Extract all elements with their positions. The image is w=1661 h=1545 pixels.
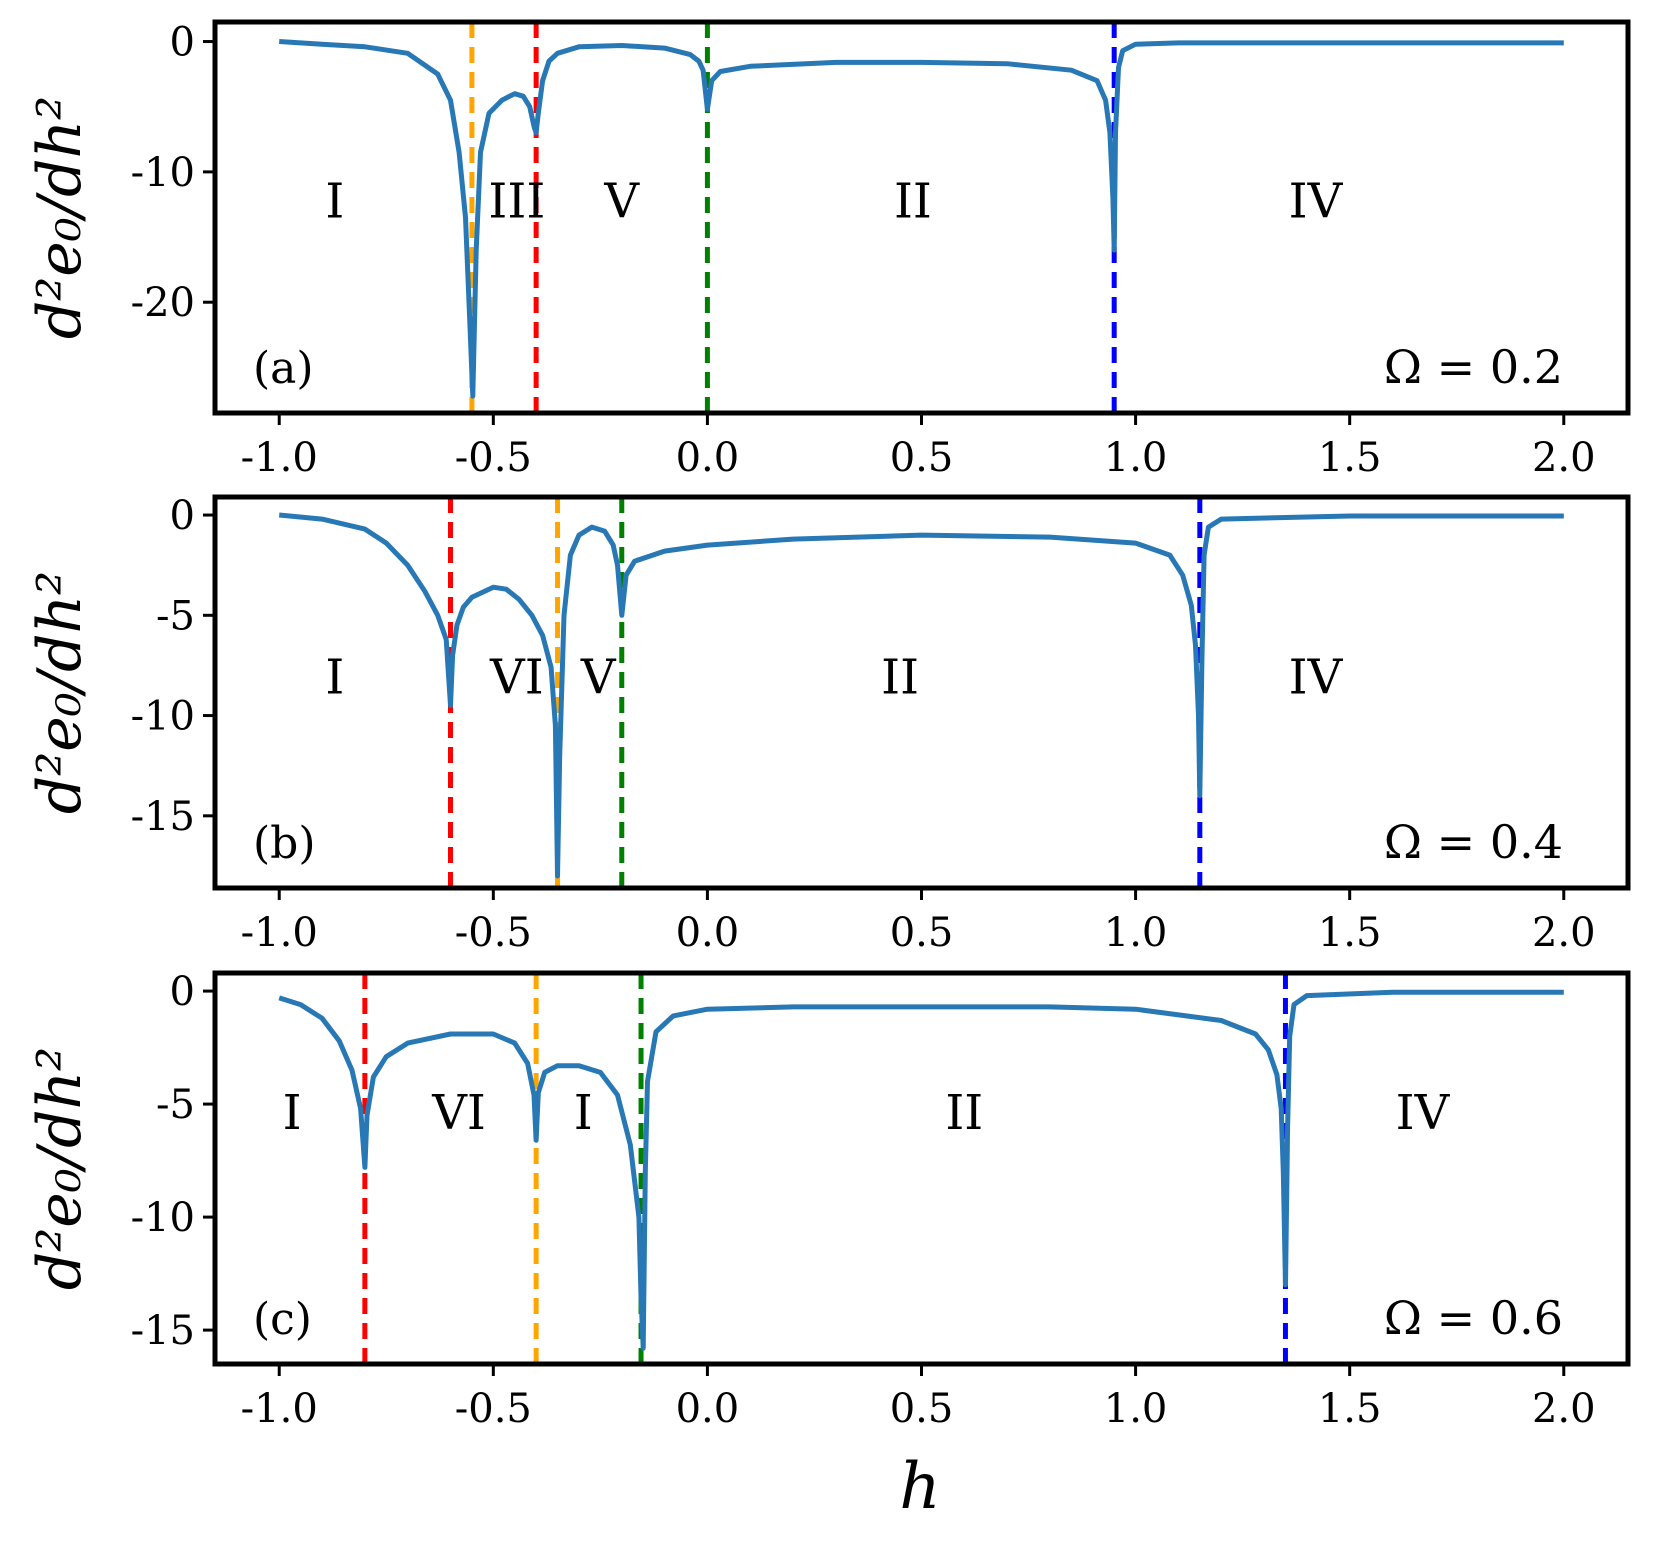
y-tick-label: -15	[131, 794, 195, 840]
y-tick-label: -15	[131, 1308, 195, 1354]
region-label: II	[945, 1085, 983, 1141]
region-label: I	[325, 650, 344, 706]
x-tick-label: -0.5	[455, 1386, 532, 1432]
x-tick-label: -0.5	[455, 910, 532, 956]
region-label: V	[603, 174, 640, 230]
region-label: II	[894, 174, 932, 230]
x-tick-label: -1.0	[241, 910, 318, 956]
x-tick-label: 0.5	[890, 1386, 954, 1432]
x-tick-label: 1.5	[1318, 1386, 1382, 1432]
region-label: I	[325, 174, 344, 230]
x-tick-label: 2.0	[1532, 435, 1596, 481]
x-tick-label: 1.5	[1318, 910, 1382, 956]
panel-a: -1.0 -0.5 0.0 0.5 1.0 1.5 2.00-10-20I III V II IV(…	[25, 19, 1631, 481]
region-label: IV	[1396, 1085, 1451, 1141]
y-tick-label: -5	[156, 593, 195, 639]
x-tick-label: 1.0	[1104, 1386, 1168, 1432]
x-tick-label: 0.0	[676, 1386, 740, 1432]
region-label: I	[574, 1085, 593, 1141]
panel-label: (c)	[253, 1294, 312, 1345]
y-tick-label: -5	[156, 1082, 195, 1128]
region-label: I	[283, 1085, 302, 1141]
y-tick-label: 0	[170, 969, 195, 1015]
y-tick-label: -10	[131, 150, 195, 196]
region-label: IV	[1289, 650, 1344, 706]
y-tick-label: -10	[131, 694, 195, 740]
x-tick-label: 0.5	[890, 435, 954, 481]
data-curve	[278, 512, 1564, 879]
region-label: VI	[489, 650, 544, 706]
x-tick-label: 0.5	[890, 910, 954, 956]
omega-annotation: Ω = 0.6	[1384, 1291, 1563, 1345]
y-tick-label: 0	[170, 20, 195, 66]
x-tick-label: -1.0	[241, 435, 318, 481]
x-tick-label: 1.5	[1318, 435, 1382, 481]
x-tick-label: 2.0	[1532, 910, 1596, 956]
y-axis-label: d²e₀/dh²	[25, 1047, 95, 1290]
omega-annotation: Ω = 0.4	[1384, 815, 1563, 869]
x-tick-label: -1.0	[241, 1386, 318, 1432]
x-tick-label: -0.5	[455, 435, 532, 481]
data-curve	[278, 989, 1564, 1351]
x-tick-label: 0.0	[676, 910, 740, 956]
x-axis-label: h	[899, 1450, 940, 1524]
region-label: III	[488, 174, 545, 230]
y-tick-label: 0	[170, 493, 195, 539]
region-label: II	[881, 650, 919, 706]
y-axis-label: d²e₀/dh²	[25, 571, 95, 814]
panel-b: -1.0 -0.5 0.0 0.5 1.0 1.5 2.00-5-10-15I VI V II IV…	[25, 493, 1631, 956]
y-tick-label: -20	[131, 280, 195, 326]
region-label: V	[580, 650, 617, 706]
y-axis-label: d²e₀/dh²	[25, 96, 95, 339]
region-label: IV	[1289, 174, 1344, 230]
panel-label: (b)	[253, 818, 316, 869]
x-tick-label: 0.0	[676, 435, 740, 481]
x-tick-label: 1.0	[1104, 910, 1168, 956]
y-tick-label: -10	[131, 1195, 195, 1241]
data-curve	[279, 39, 1564, 399]
omega-annotation: Ω = 0.2	[1384, 340, 1563, 394]
region-label: VI	[431, 1085, 486, 1141]
x-tick-label: 1.0	[1104, 435, 1168, 481]
panel-c: -1.0 -0.5 0.0 0.5 1.0 1.5 2.00-5-10-15I VI I II IV…	[25, 969, 1631, 1432]
panel-label: (a)	[253, 343, 314, 394]
x-tick-label: 2.0	[1532, 1386, 1596, 1432]
